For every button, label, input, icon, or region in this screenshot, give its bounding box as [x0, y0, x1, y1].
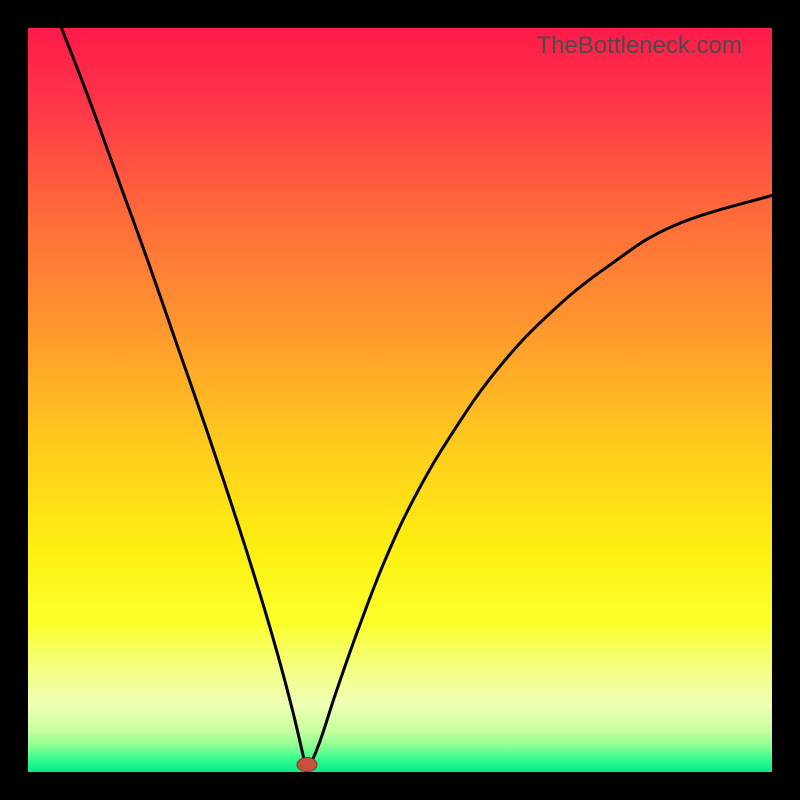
curve-layer — [28, 28, 772, 772]
plot-area — [28, 28, 772, 772]
bottleneck-curve-left — [61, 28, 307, 772]
chart-frame: TheBottleneck.com — [0, 0, 800, 800]
bottleneck-curve-right — [307, 195, 772, 772]
optimum-marker — [297, 758, 317, 772]
watermark-text: TheBottleneck.com — [537, 32, 742, 60]
